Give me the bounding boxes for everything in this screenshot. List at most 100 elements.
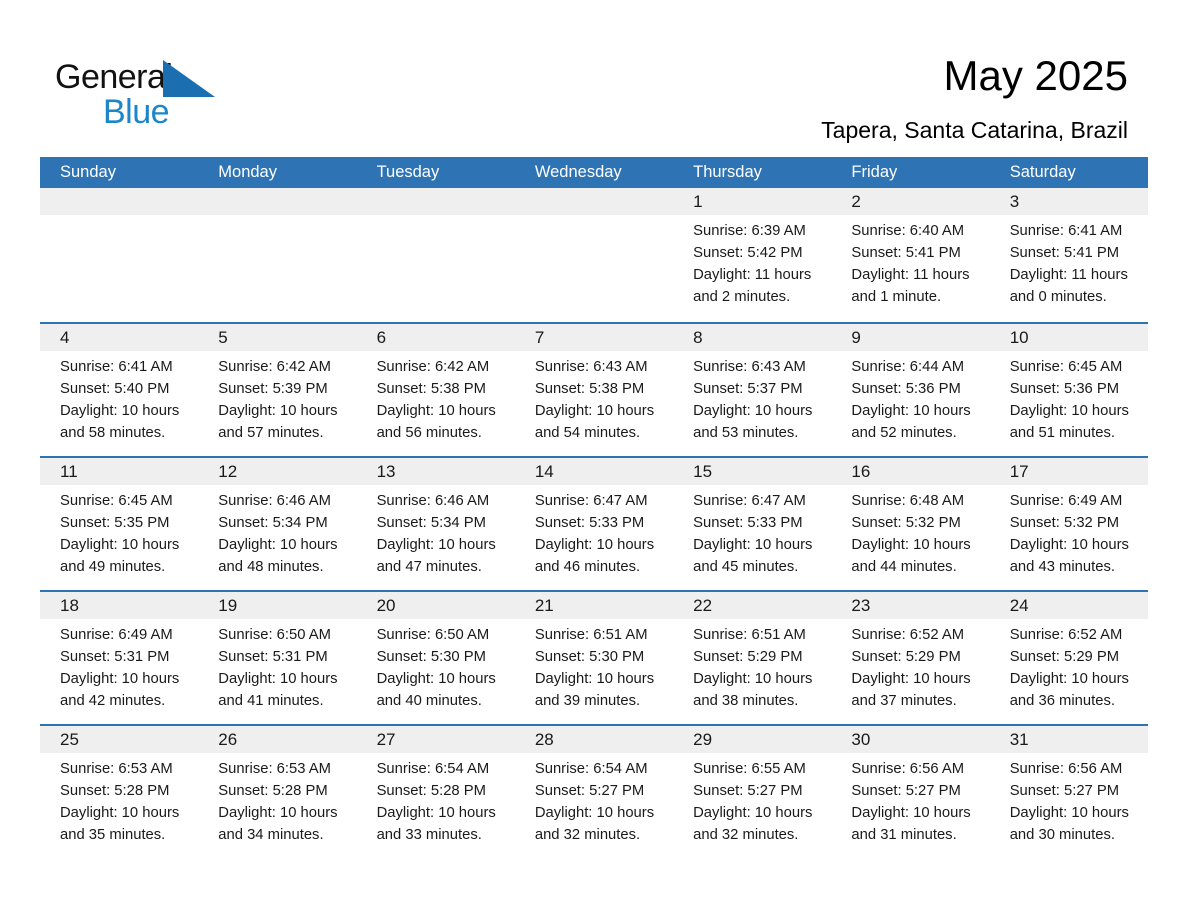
- sunrise-line: Sunrise: 6:47 AM: [693, 493, 806, 509]
- daylight-line: Daylight: 10 hours and 56 minutes.: [376, 403, 496, 441]
- day-cell: 4 Sunrise: 6:41 AM Sunset: 5:40 PM Daylight…: [40, 324, 199, 456]
- day-cell: 1 Sunrise: 6:39 AM Sunset: 5:42 PM Daylight…: [673, 188, 832, 322]
- daylight-line: Daylight: 10 hours and 42 minutes.: [60, 671, 180, 709]
- daylight-line: Daylight: 10 hours and 48 minutes.: [218, 537, 338, 575]
- day-info: Sunrise: 6:53 AM Sunset: 5:28 PM Daylight:…: [40, 753, 198, 846]
- sunset-line: Sunset: 5:29 PM: [1009, 649, 1120, 665]
- day-number-band: 1: [673, 188, 832, 215]
- day-number: 18: [60, 596, 79, 615]
- day-info: Sunrise: 6:47 AM Sunset: 5:33 PM Daylight:…: [673, 485, 831, 578]
- sunrise-line: Sunrise: 6:44 AM: [851, 359, 965, 375]
- day-number-band: 19: [198, 592, 357, 619]
- daylight-line: Daylight: 11 hours and 2 minutes.: [693, 267, 812, 305]
- day-number-band: 3: [989, 188, 1148, 215]
- day-cell: 23 Sunrise: 6:52 AM Sunset: 5:29 PM Dayligh…: [831, 592, 990, 724]
- day-number: 31: [1009, 730, 1029, 749]
- sunrise-line: Sunrise: 6:53 AM: [218, 761, 331, 777]
- day-number: 15: [693, 462, 713, 481]
- weekday-header-saturday: Saturday: [1009, 163, 1076, 181]
- day-info: Sunrise: 6:48 AM Sunset: 5:32 PM Daylight:…: [831, 485, 989, 578]
- sunrise-line: Sunrise: 6:46 AM: [376, 493, 490, 509]
- day-info: Sunrise: 6:53 AM Sunset: 5:28 PM Daylight:…: [198, 753, 356, 846]
- page-title: May 2025: [943, 52, 1128, 99]
- day-number-band: 20: [356, 592, 515, 619]
- sunrise-line: Sunrise: 6:52 AM: [851, 627, 965, 643]
- day-number-band: 15: [673, 458, 832, 485]
- sunrise-line: Sunrise: 6:45 AM: [1009, 359, 1123, 375]
- sunset-line: Sunset: 5:41 PM: [1009, 245, 1120, 261]
- day-number-band: 28: [514, 726, 674, 753]
- day-info: Sunrise: 6:49 AM Sunset: 5:31 PM Daylight:…: [40, 619, 198, 712]
- day-info: Sunrise: 6:43 AM Sunset: 5:38 PM Daylight:…: [515, 351, 673, 444]
- daylight-line: Daylight: 10 hours and 46 minutes.: [534, 537, 655, 575]
- day-info: Sunrise: 6:45 AM Sunset: 5:36 PM Daylight:…: [990, 351, 1148, 444]
- sunrise-line: Sunrise: 6:47 AM: [534, 493, 648, 509]
- page-subtitle: Tapera, Santa Catarina, Brazil: [821, 117, 1128, 143]
- day-number-band: 2: [831, 188, 990, 215]
- day-cell: 9 Sunrise: 6:44 AM Sunset: 5:36 PM Daylight…: [831, 324, 990, 456]
- day-info: Sunrise: 6:44 AM Sunset: 5:36 PM Daylight:…: [831, 351, 989, 444]
- sunset-line: Sunset: 5:33 PM: [693, 515, 803, 531]
- day-info: Sunrise: 6:50 AM Sunset: 5:30 PM Daylight:…: [357, 619, 515, 712]
- daylight-line: Daylight: 10 hours and 57 minutes.: [218, 403, 338, 441]
- daylight-line: Daylight: 10 hours and 43 minutes.: [1009, 537, 1129, 575]
- sunset-line: Sunset: 5:28 PM: [60, 783, 170, 799]
- day-number-band: 30: [831, 726, 990, 753]
- day-number-band: [198, 188, 357, 215]
- sunrise-line: Sunrise: 6:50 AM: [218, 627, 331, 643]
- day-number: 29: [693, 730, 713, 749]
- day-cell: 7 Sunrise: 6:43 AM Sunset: 5:38 PM Daylight…: [514, 324, 674, 456]
- sunrise-line: Sunrise: 6:41 AM: [60, 359, 173, 375]
- sunset-line: Sunset: 5:32 PM: [1009, 515, 1120, 531]
- daylight-line: Daylight: 10 hours and 34 minutes.: [218, 805, 338, 843]
- day-info: Sunrise: 6:49 AM Sunset: 5:32 PM Daylight:…: [990, 485, 1148, 578]
- day-info: Sunrise: 6:43 AM Sunset: 5:37 PM Daylight:…: [673, 351, 831, 444]
- day-info: Sunrise: 6:55 AM Sunset: 5:27 PM Daylight:…: [673, 753, 831, 846]
- weekday-header-friday: Friday: [851, 163, 898, 181]
- empty-day-cell: [198, 188, 357, 322]
- day-number-band: 22: [673, 592, 832, 619]
- sunset-line: Sunset: 5:41 PM: [851, 245, 961, 261]
- day-info: Sunrise: 6:41 AM Sunset: 5:41 PM Daylight:…: [990, 215, 1148, 308]
- day-info: Sunrise: 6:52 AM Sunset: 5:29 PM Daylight:…: [990, 619, 1148, 712]
- day-number-band: 6: [356, 324, 515, 351]
- sunset-line: Sunset: 5:37 PM: [693, 381, 803, 397]
- sunset-line: Sunset: 5:33 PM: [534, 515, 645, 531]
- calendar: Sunday Monday Tuesday Wednesday Thursday…: [40, 157, 1148, 858]
- day-info: Sunrise: 6:56 AM Sunset: 5:27 PM Daylight:…: [831, 753, 989, 846]
- sunrise-line: Sunrise: 6:48 AM: [851, 493, 965, 509]
- day-info: Sunrise: 6:56 AM Sunset: 5:27 PM Daylight:…: [990, 753, 1148, 846]
- day-cell: 17 Sunrise: 6:49 AM Sunset: 5:32 PM Dayligh…: [989, 458, 1148, 590]
- daylight-line: Daylight: 10 hours and 35 minutes.: [60, 805, 180, 843]
- week-row: 25 Sunrise: 6:53 AM Sunset: 5:28 PM Dayligh…: [40, 724, 1148, 858]
- daylight-line: Daylight: 10 hours and 40 minutes.: [376, 671, 496, 709]
- day-info: Sunrise: 6:46 AM Sunset: 5:34 PM Daylight:…: [357, 485, 515, 578]
- day-number-band: 14: [514, 458, 674, 485]
- daylight-line: Daylight: 10 hours and 32 minutes.: [534, 805, 655, 843]
- day-cell: 20 Sunrise: 6:50 AM Sunset: 5:30 PM Dayligh…: [356, 592, 515, 724]
- day-cell: 19 Sunrise: 6:50 AM Sunset: 5:31 PM Dayligh…: [198, 592, 357, 724]
- day-number: 20: [376, 596, 396, 615]
- sunset-line: Sunset: 5:34 PM: [218, 515, 328, 531]
- day-cell: 6 Sunrise: 6:42 AM Sunset: 5:38 PM Daylight…: [356, 324, 515, 456]
- day-cell: 18 Sunrise: 6:49 AM Sunset: 5:31 PM Dayligh…: [40, 592, 199, 724]
- sunrise-line: Sunrise: 6:50 AM: [376, 627, 490, 643]
- sunset-line: Sunset: 5:39 PM: [218, 381, 328, 397]
- day-cell: 16 Sunrise: 6:48 AM Sunset: 5:32 PM Dayligh…: [831, 458, 990, 590]
- day-cell: 2 Sunrise: 6:40 AM Sunset: 5:41 PM Daylight…: [831, 188, 990, 322]
- daylight-line: Daylight: 10 hours and 49 minutes.: [60, 537, 180, 575]
- day-number: 23: [851, 596, 871, 615]
- day-number: 12: [218, 462, 238, 481]
- daylight-line: Daylight: 10 hours and 32 minutes.: [693, 805, 813, 843]
- day-cell: 12 Sunrise: 6:46 AM Sunset: 5:34 PM Dayligh…: [198, 458, 357, 590]
- sunset-line: Sunset: 5:38 PM: [534, 381, 645, 397]
- day-number-band: 18: [40, 592, 199, 619]
- daylight-line: Daylight: 10 hours and 39 minutes.: [534, 671, 655, 709]
- day-number: 5: [218, 328, 228, 347]
- day-cell: 15 Sunrise: 6:47 AM Sunset: 5:33 PM Dayligh…: [673, 458, 832, 590]
- day-info: Sunrise: 6:40 AM Sunset: 5:41 PM Daylight:…: [831, 215, 989, 308]
- sunrise-line: Sunrise: 6:54 AM: [376, 761, 490, 777]
- day-number-band: 29: [673, 726, 832, 753]
- day-cell: 24 Sunrise: 6:52 AM Sunset: 5:29 PM Dayligh…: [989, 592, 1148, 724]
- weekday-header-row: Sunday Monday Tuesday Wednesday Thursday…: [40, 157, 1148, 188]
